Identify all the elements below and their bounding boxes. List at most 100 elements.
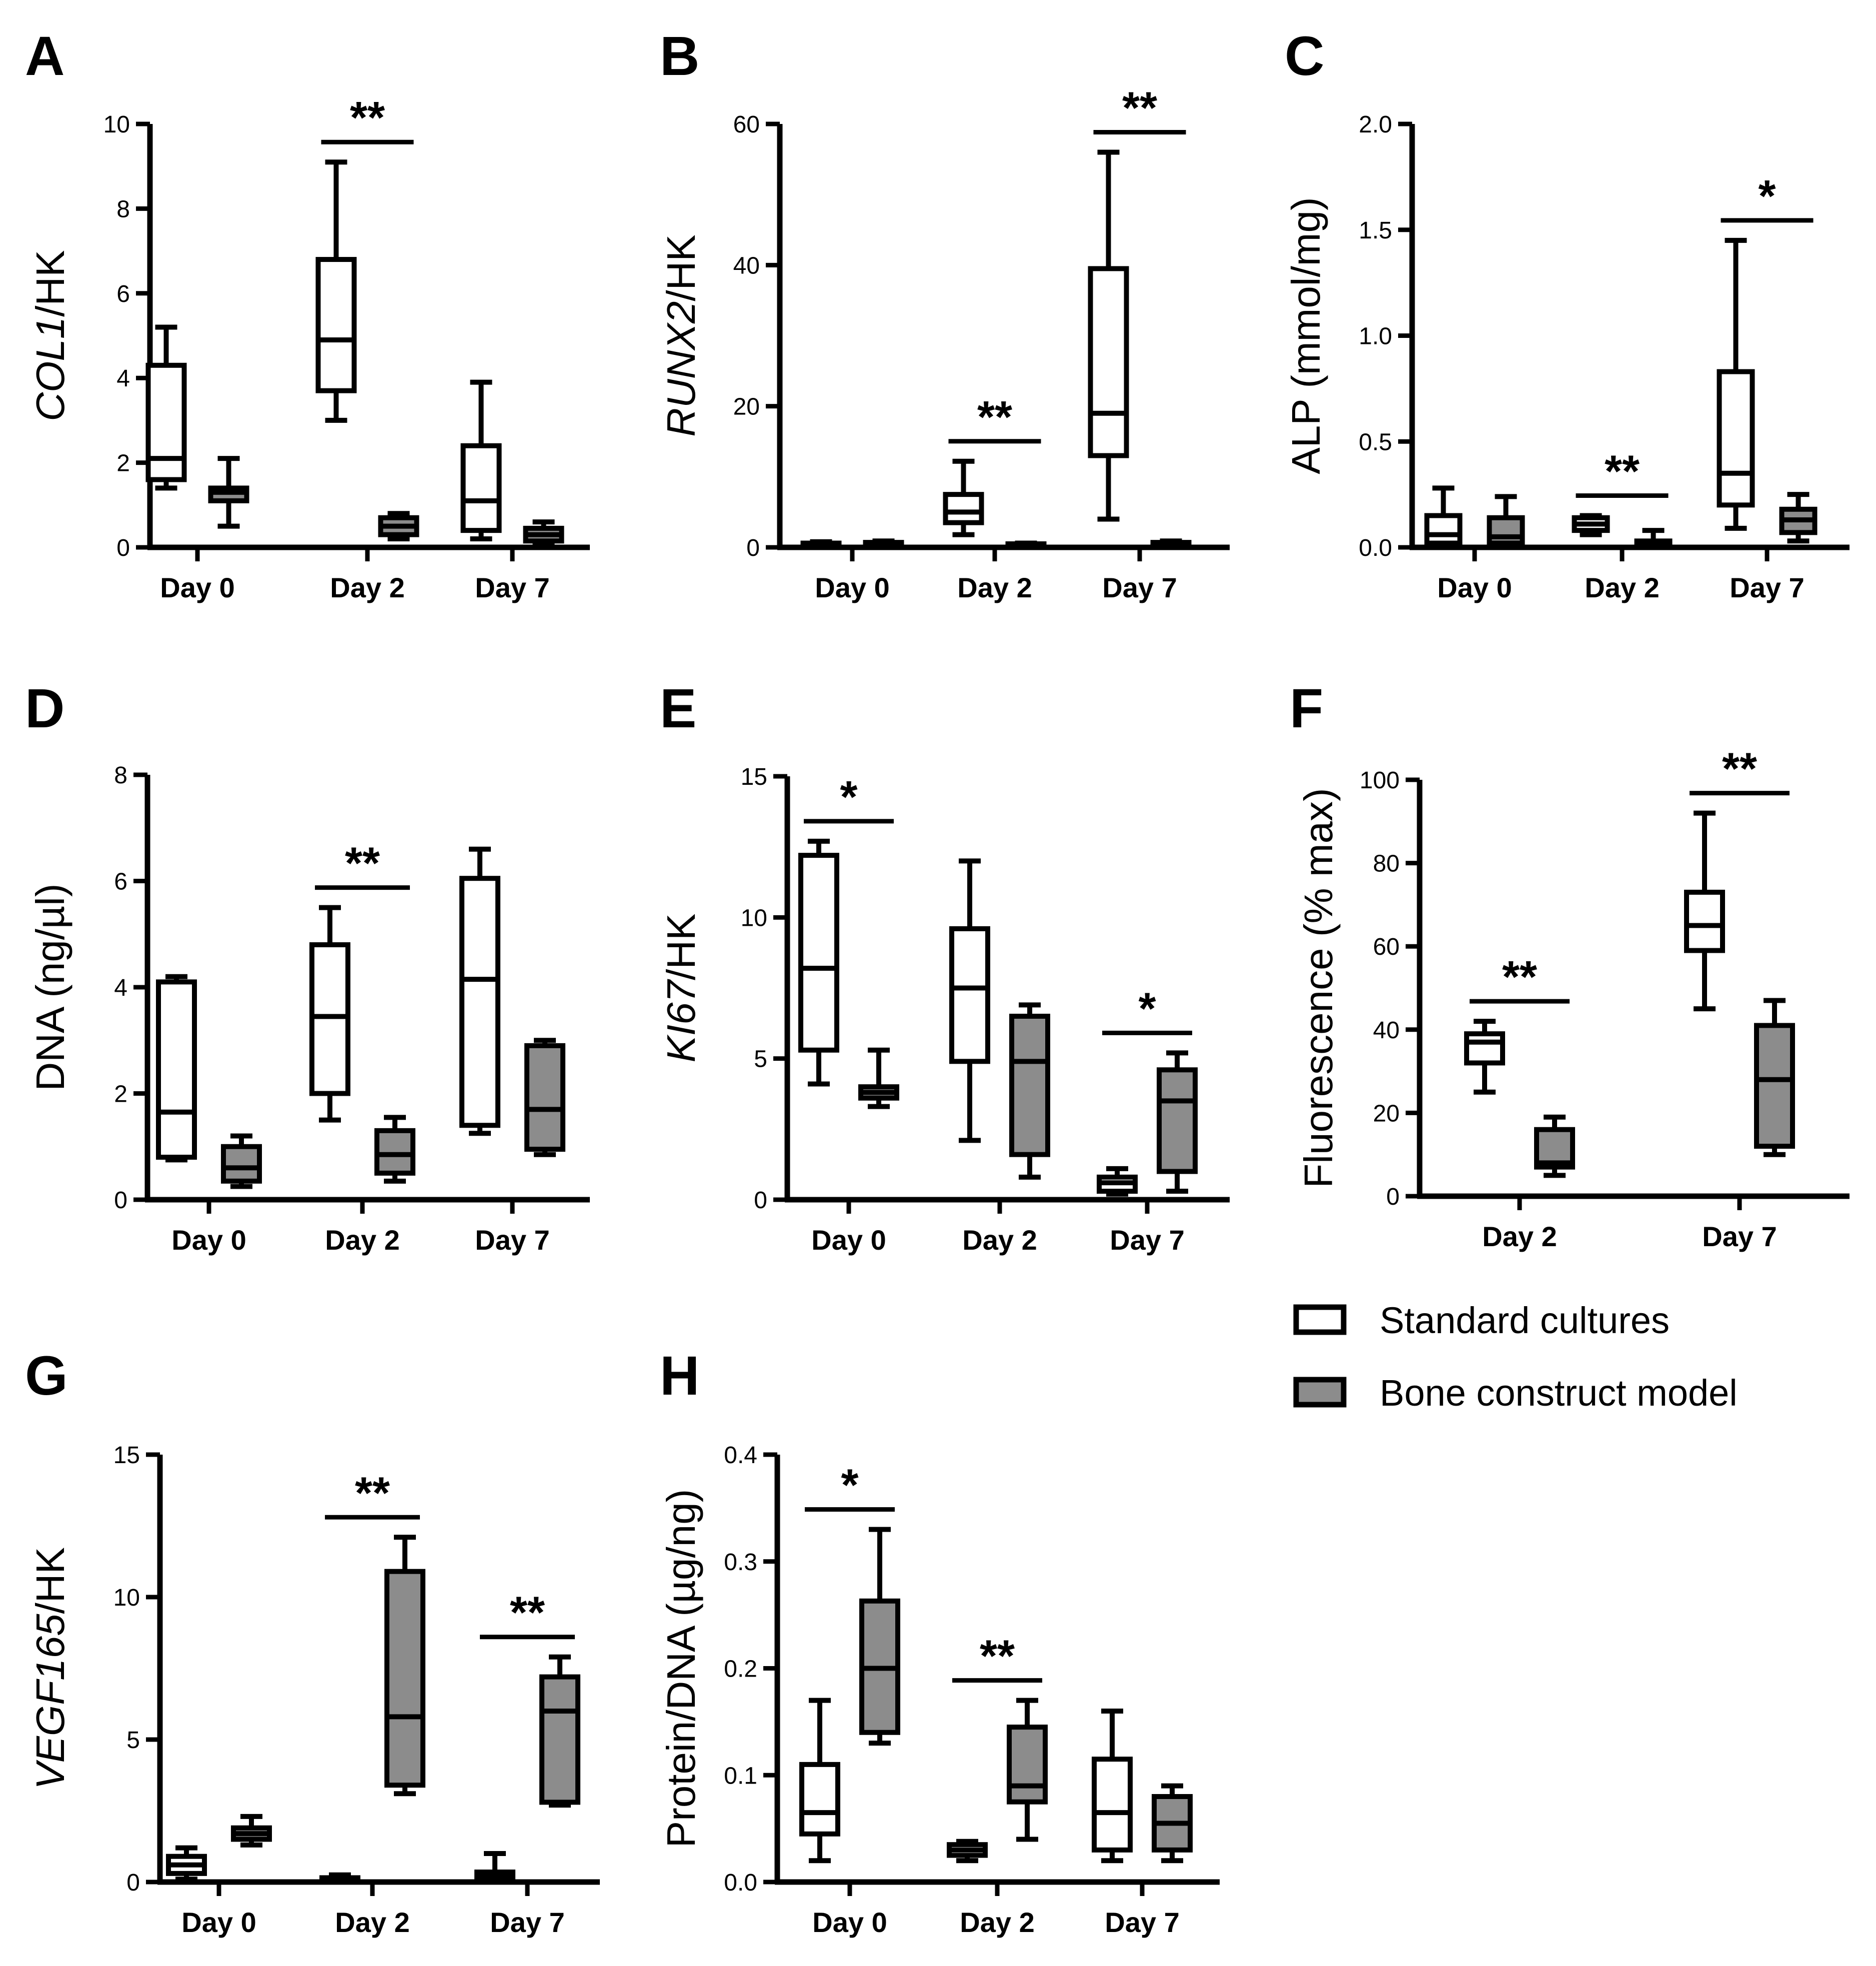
panel-letter-e: E <box>660 678 696 739</box>
box-iqr-bone <box>1754 1023 1795 1149</box>
significance-label-f: ** <box>1722 744 1757 794</box>
legend-swatch-bone <box>1293 1377 1347 1408</box>
y-tick-label-a: 0 <box>116 535 130 561</box>
y-tick-label-b: 0 <box>746 535 760 561</box>
box-iqr-standard <box>1684 889 1725 953</box>
y-tick-label-b: 40 <box>733 252 760 279</box>
y-tick-label-a: 8 <box>116 196 130 222</box>
x-tick-label-d: Day 0 <box>171 1224 246 1256</box>
x-tick-label-a: Day 7 <box>475 572 549 603</box>
y-tick-label-d: 6 <box>114 869 127 895</box>
y-tick-label-c: 2.0 <box>1359 111 1392 138</box>
box-bone-b <box>863 538 904 548</box>
box-bone-c <box>1487 494 1525 550</box>
box-iqr-standard <box>1717 369 1755 508</box>
box-standard-b <box>800 539 842 548</box>
box-bone-f <box>1534 1114 1575 1178</box>
significance-label-c: ** <box>1605 446 1640 496</box>
significance-label-g: ** <box>355 1468 390 1518</box>
significance-label-e: * <box>840 772 857 822</box>
box-standard-f <box>1684 810 1725 1012</box>
y-tick-label-f: 20 <box>1373 1100 1400 1127</box>
y-tick-label-b: 20 <box>733 394 760 420</box>
box-iqr-standard <box>459 876 500 1128</box>
box-iqr-standard <box>798 853 839 1053</box>
significance-label-c: * <box>1758 171 1776 221</box>
box-standard-g <box>166 1845 207 1882</box>
y-axis-label-e: KI67/HK <box>659 914 703 1063</box>
panel-a: A 0 2 4 6 8 10 COL1/HK Day 0 Day 2 ** Day 7 <box>25 25 590 603</box>
box-iqr-standard <box>460 443 502 533</box>
box-iqr-standard <box>943 492 984 525</box>
y-tick-label-g: 15 <box>113 1442 140 1469</box>
significance-label-g: ** <box>510 1588 545 1638</box>
y-tick-label-g: 5 <box>126 1727 140 1754</box>
box-bone-h <box>859 1527 900 1746</box>
box-standard-e <box>1097 1166 1138 1197</box>
box-bone-b <box>1005 540 1047 549</box>
y-axis-label-a: COL1/HK <box>28 250 72 421</box>
y-tick-label-h: 0.1 <box>724 1763 757 1789</box>
panel-g: G 0 5 10 15 VEGF165/HK Day 0 Day 2 ** Day 7 ** <box>25 1345 600 1938</box>
significance-label-b: ** <box>1122 83 1157 133</box>
y-axis-label-f: Fluorescence (% max) <box>1296 788 1341 1188</box>
panel-letter-a: A <box>25 25 64 87</box>
box-iqr-bone <box>1487 515 1525 546</box>
y-tick-label-e: 5 <box>754 1046 767 1073</box>
box-standard-g <box>474 1851 515 1885</box>
x-tick-label-h: Day 7 <box>1105 1907 1179 1938</box>
y-tick-label-a: 6 <box>116 281 130 307</box>
y-tick-label-c: 1.5 <box>1359 217 1392 244</box>
box-iqr-standard <box>156 979 197 1160</box>
significance-label-a: ** <box>350 93 385 143</box>
box-iqr-bone <box>1157 1067 1198 1174</box>
y-tick-label-d: 4 <box>114 975 127 1001</box>
x-tick-label-h: Day 0 <box>812 1907 887 1938</box>
box-bone-h <box>1007 1698 1048 1842</box>
y-tick-label-c: 1.0 <box>1359 323 1392 350</box>
panel-letter-g: G <box>25 1345 68 1407</box>
y-tick-label-f: 80 <box>1373 851 1400 877</box>
y-tick-label-d: 2 <box>114 1081 127 1108</box>
panel-c: C 0.0 0.5 1.0 1.5 2.0 ALP (mmol/mg) Day 0 Day 2 *… <box>1284 25 1850 603</box>
box-standard-a <box>315 159 357 423</box>
y-axis-label-h: Protein/DNA (µg/ng) <box>659 1489 703 1848</box>
y-tick-label-g: 0 <box>126 1870 140 1896</box>
x-tick-label-f: Day 7 <box>1702 1221 1777 1252</box>
x-tick-label-g: Day 7 <box>490 1907 564 1938</box>
box-bone-c <box>1634 528 1673 550</box>
y-axis-label-b: RUNX2/HK <box>659 234 703 437</box>
panel-letter-c: C <box>1285 25 1324 87</box>
panel-e: E 0 5 10 15 KI67/HK Day 0 * Day 2 Day 7 * <box>659 678 1230 1256</box>
x-tick-label-f: Day 2 <box>1482 1221 1557 1252</box>
y-axis-label-italic: VEGF165 <box>28 1614 72 1790</box>
box-standard-d <box>156 974 197 1163</box>
box-bone-f <box>1754 998 1795 1157</box>
box-standard-d <box>459 846 500 1136</box>
y-tick-label-g: 10 <box>113 1585 140 1611</box>
x-tick-label-g: Day 2 <box>335 1907 409 1938</box>
x-tick-label-c: Day 7 <box>1730 572 1804 603</box>
box-iqr-bone <box>374 1128 415 1176</box>
x-tick-label-a: Day 2 <box>330 572 404 603</box>
box-bone-a <box>523 519 564 546</box>
y-tick-label-h: 0.3 <box>724 1549 757 1576</box>
box-bone-b <box>1150 538 1192 549</box>
box-bone-d <box>374 1115 415 1184</box>
y-tick-label-e: 15 <box>741 764 767 790</box>
y-tick-label-b: 60 <box>733 111 760 138</box>
y-tick-label-d: 0 <box>114 1187 127 1214</box>
y-axis-label-plain: Fluorescence (% max) <box>1296 788 1341 1188</box>
box-bone-a <box>378 511 419 542</box>
y-axis-label-g: VEGF165/HK <box>28 1547 72 1790</box>
box-iqr-standard <box>1424 513 1463 546</box>
box-bone-e <box>1009 1002 1050 1180</box>
y-axis-label-plain: Protein/DNA (µg/ng) <box>659 1489 703 1848</box>
x-tick-label-d: Day 7 <box>475 1224 549 1256</box>
box-standard-c <box>1717 237 1755 531</box>
box-standard-h <box>947 1839 988 1864</box>
legend: Standard cultures Bone construct model <box>1293 1300 1738 1414</box>
box-standard-g <box>319 1872 360 1885</box>
y-axis-label-plain: /HK <box>659 914 703 980</box>
